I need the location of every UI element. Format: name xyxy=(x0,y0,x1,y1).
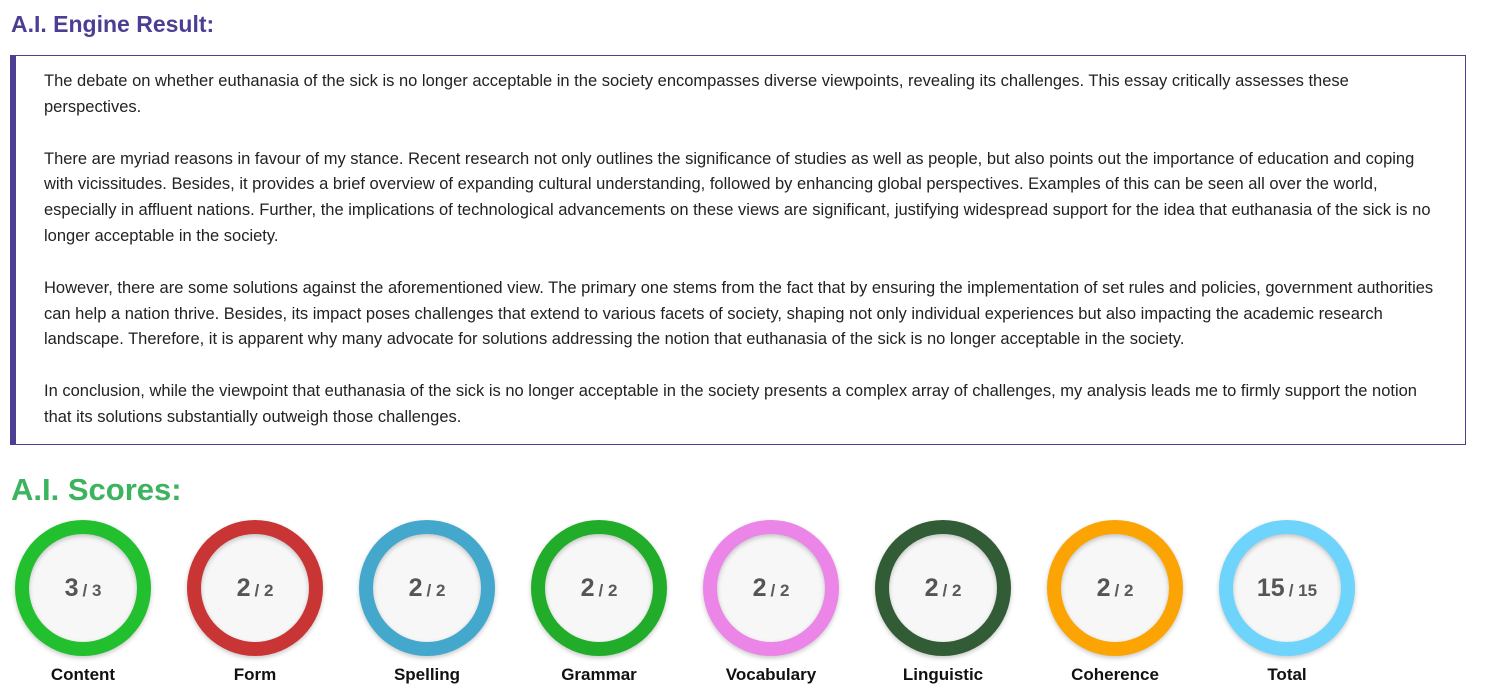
score-ring-inner: 15 / 15 xyxy=(1233,534,1341,642)
essay-paragraph: In conclusion, while the viewpoint that … xyxy=(44,382,1417,426)
score-ring-inner: 2 / 2 xyxy=(201,534,309,642)
score-ring: 2 / 2 xyxy=(875,520,1011,656)
result-title: A.I. Engine Result: xyxy=(11,11,215,37)
scores-title: A.I. Scores: xyxy=(11,472,182,507)
score-ring-inner: 2 / 2 xyxy=(717,534,825,642)
score-label: Total xyxy=(1267,665,1307,684)
score-label: Coherence xyxy=(1071,665,1159,684)
score-value: 2 xyxy=(580,573,595,602)
score-vocabulary: 2 / 2 Vocabulary xyxy=(685,520,857,685)
score-ring: 3 / 3 xyxy=(15,520,151,656)
score-label: Form xyxy=(233,665,277,684)
score-coherence: 2 / 2 Coherence xyxy=(1029,520,1201,685)
score-max: / 2 xyxy=(942,581,962,600)
score-ring: 15 / 15 xyxy=(1219,520,1355,656)
score-ring: 2 / 2 xyxy=(359,520,495,656)
score-value: 2 xyxy=(924,573,939,602)
score-content: 3 / 3 Content xyxy=(0,520,169,685)
score-value: 15 xyxy=(1256,573,1285,602)
score-value: 3 xyxy=(64,573,79,602)
essay-paragraph: There are myriad reasons in favour of my… xyxy=(44,149,1431,245)
score-ring-inner: 2 / 2 xyxy=(373,534,481,642)
score-max: / 2 xyxy=(254,581,274,600)
score-label: Vocabulary xyxy=(725,665,817,684)
score-label: Spelling xyxy=(393,665,461,684)
score-max: / 15 xyxy=(1288,581,1318,600)
score-total: 15 / 15 Total xyxy=(1201,520,1373,685)
score-spelling: 2 / 2 Spelling xyxy=(341,520,513,685)
score-ring-inner: 2 / 2 xyxy=(889,534,997,642)
score-ring: 2 / 2 xyxy=(1047,520,1183,656)
score-max: / 2 xyxy=(1114,581,1134,600)
score-ring-inner: 2 / 2 xyxy=(545,534,653,642)
essay-paragraph: The debate on whether euthanasia of the … xyxy=(44,72,1349,116)
score-ring-inner: 2 / 2 xyxy=(1061,534,1169,642)
score-max: / 3 xyxy=(82,581,102,600)
score-ring: 2 / 2 xyxy=(187,520,323,656)
score-value: 2 xyxy=(1096,573,1111,602)
score-max: / 2 xyxy=(770,581,790,600)
score-label: Content xyxy=(50,665,116,684)
score-max: / 2 xyxy=(598,581,618,600)
score-label: Grammar xyxy=(561,665,637,684)
score-value: 2 xyxy=(752,573,767,602)
essay-paragraph: However, there are some solutions agains… xyxy=(44,278,1434,349)
score-form: 2 / 2 Form xyxy=(169,520,341,685)
score-label: Linguistic xyxy=(902,665,984,684)
score-value: 2 xyxy=(408,573,423,602)
score-max: / 2 xyxy=(426,581,446,600)
essay-result-box: The debate on whether euthanasia of the … xyxy=(10,55,1466,445)
score-linguistic: 2 / 2 Linguistic xyxy=(857,520,1029,685)
score-ring: 2 / 2 xyxy=(531,520,667,656)
score-grammar: 2 / 2 Grammar xyxy=(513,520,685,685)
score-ring: 2 / 2 xyxy=(703,520,839,656)
score-ring-inner: 3 / 3 xyxy=(29,534,137,642)
score-value: 2 xyxy=(236,573,251,602)
scores-row: 3 / 3 Content 2 / 2 Form 2 / 2 xyxy=(0,520,1486,700)
